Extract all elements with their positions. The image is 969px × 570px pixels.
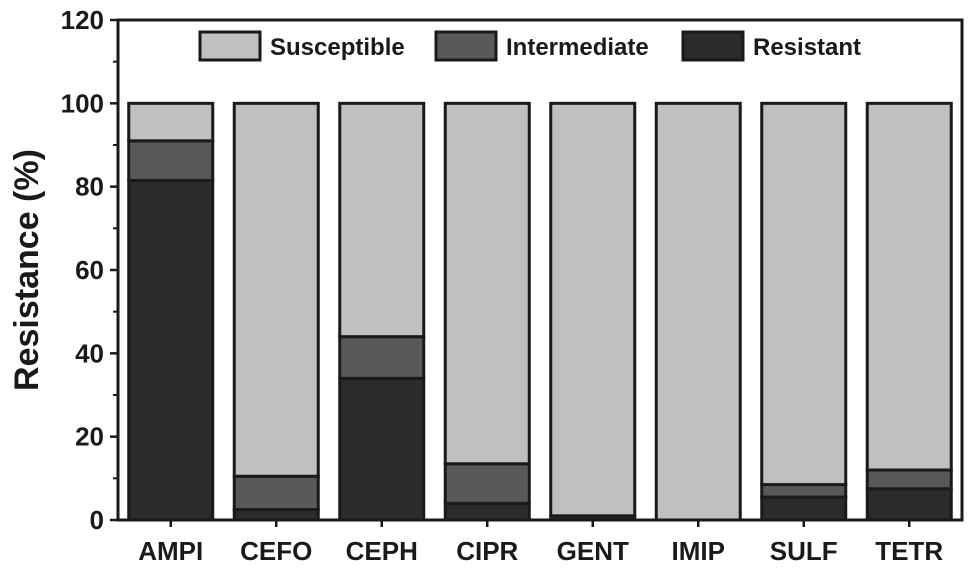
- bar-segment-resistant: [127, 178, 215, 522]
- legend-swatch: [434, 30, 498, 62]
- x-axis: AMPI CEFO CEPH CIPR GENT IMIP SULF TETR: [138, 520, 943, 566]
- y-tick-label: 0: [90, 505, 104, 535]
- y-tick-label: 120: [61, 5, 104, 35]
- x-tick-label: CEFO: [240, 536, 312, 566]
- bar-segment-susceptible: [127, 101, 215, 143]
- y-tick-label: 80: [75, 172, 104, 202]
- bar-segment-intermediate: [760, 483, 848, 499]
- bar-tetr: [865, 101, 953, 522]
- legend-label: Intermediate: [506, 34, 649, 61]
- y-axis-label: Resistance (%): [8, 149, 46, 391]
- bar-segment-susceptible: [865, 101, 953, 472]
- legend-label: Resistant: [753, 34, 861, 61]
- bar-segment-susceptible: [443, 101, 531, 466]
- legend-swatch: [198, 30, 262, 62]
- x-tick-label: IMIP: [672, 536, 725, 566]
- y-axis: 0 20 40 60 80 100 120: [61, 5, 118, 535]
- bar-segment-susceptible: [654, 101, 742, 522]
- legend-item-resistant: Resistant: [681, 30, 861, 62]
- bar-segment-resistant: [338, 376, 426, 522]
- bar-cipr: [443, 101, 531, 522]
- y-tick-label: 40: [75, 338, 104, 368]
- x-tick-label: AMPI: [138, 536, 203, 566]
- bar-imip: [654, 101, 742, 522]
- bar-ampi: [127, 101, 215, 522]
- bar-segment-intermediate: [865, 468, 953, 491]
- bar-segment-intermediate: [443, 462, 531, 505]
- x-tick-label: CEPH: [346, 536, 418, 566]
- bar-segment-susceptible: [338, 101, 426, 339]
- x-tick-label: CIPR: [456, 536, 518, 566]
- bar-gent: [549, 101, 637, 522]
- legend-swatch: [681, 30, 745, 62]
- bar-cefo: [232, 101, 320, 522]
- bars-layer: [127, 101, 953, 522]
- y-tick-label: 60: [75, 255, 104, 285]
- y-tick-label: 20: [75, 422, 104, 452]
- legend-item-susceptible: Susceptible: [198, 30, 405, 62]
- bar-segment-intermediate: [127, 139, 215, 182]
- bar-sulf: [760, 101, 848, 522]
- legend-label: Susceptible: [270, 34, 405, 61]
- bar-segment-susceptible: [232, 101, 320, 478]
- bar-segment-resistant: [443, 501, 531, 522]
- x-tick-label: TETR: [875, 536, 943, 566]
- bar-ceph: [338, 101, 426, 522]
- bar-segment-resistant: [232, 508, 320, 522]
- bar-segment-susceptible: [549, 101, 637, 518]
- x-tick-label: GENT: [557, 536, 629, 566]
- legend: Susceptible Intermediate Resistant: [198, 30, 861, 62]
- legend-item-intermediate: Intermediate: [434, 30, 649, 62]
- x-tick-label: SULF: [770, 536, 838, 566]
- bar-segment-intermediate: [232, 474, 320, 512]
- bar-segment-susceptible: [760, 101, 848, 487]
- y-tick-label: 100: [61, 88, 104, 118]
- bar-segment-resistant: [760, 495, 848, 522]
- bar-segment-resistant: [865, 487, 953, 522]
- bar-segment-intermediate: [338, 335, 426, 380]
